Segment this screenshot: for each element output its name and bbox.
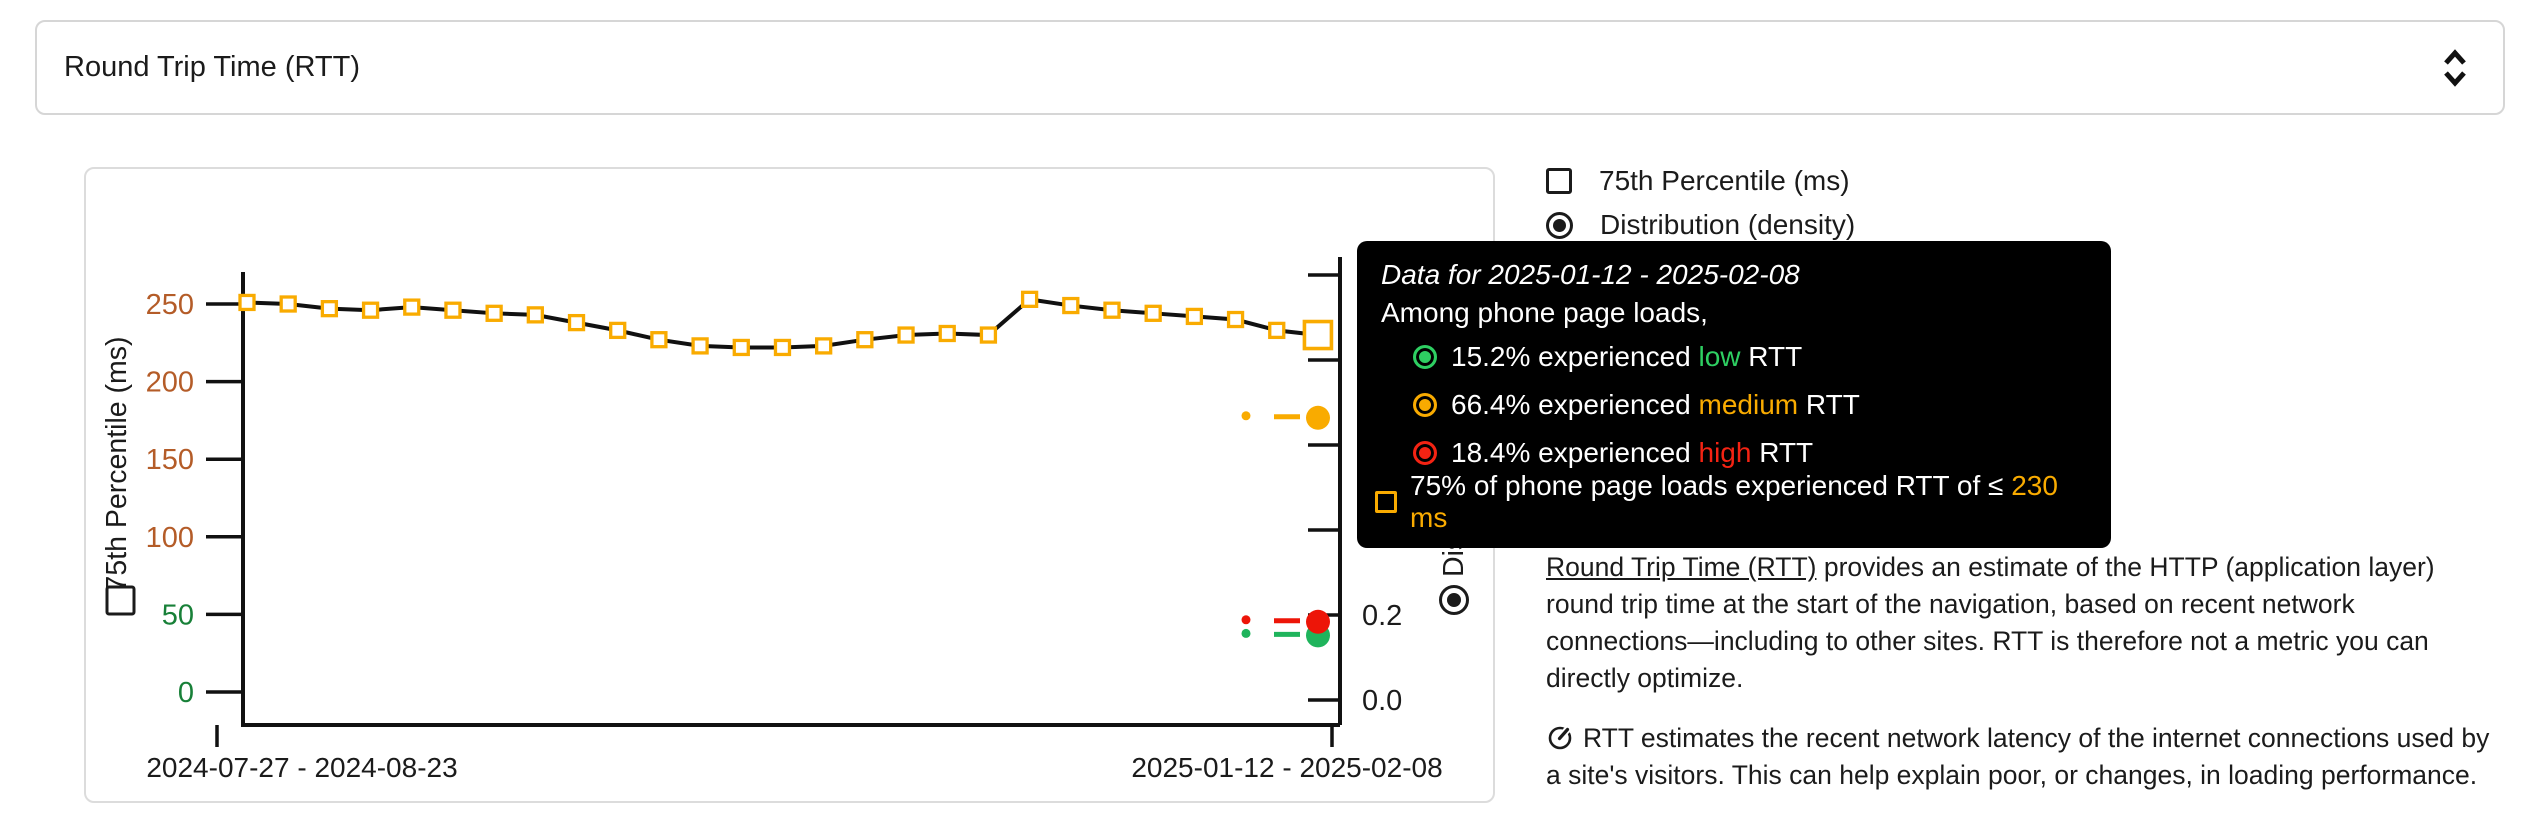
medium-rtt-marker-icon <box>1413 393 1437 417</box>
percentile-marker[interactable] <box>897 326 915 344</box>
medium-density-dot[interactable] <box>1306 405 1330 430</box>
high-rtt-marker-icon <box>1413 441 1437 465</box>
rtt-chart[interactable]: 2502001501005001.00.80.60.40.20.02024-07… <box>86 169 1493 801</box>
y-left-tick-label: 200 <box>146 367 194 399</box>
percentile-marker[interactable] <box>773 338 792 357</box>
tooltip-subtitle: Among phone page loads, <box>1381 297 1708 328</box>
tooltip-density-row: 18.4% experienced high RTT <box>1413 429 2091 477</box>
metric-select[interactable]: Round Trip Time (RTT) <box>35 20 2505 115</box>
description-paragraph-2: RTT estimates the recent network latency… <box>1546 720 2496 794</box>
y-left-tick-label: 150 <box>146 444 194 476</box>
tooltip: Data for 2025-01-12 - 2025-02-08 Among p… <box>1357 241 2111 548</box>
threshold-value: 230 ms <box>1410 470 2058 533</box>
percentile-marker[interactable] <box>1268 321 1286 340</box>
low-rtt-marker-icon <box>1413 345 1437 369</box>
percentile-marker[interactable] <box>1144 304 1162 322</box>
percentile-marker[interactable] <box>1185 307 1204 326</box>
tooltip-density-row: 66.4% experienced medium RTT <box>1413 381 2091 429</box>
x-tick-label: 2024-07-27 - 2024-08-23 <box>146 752 457 783</box>
percentile-marker[interactable] <box>691 337 709 355</box>
tooltip-title: Data for 2025-01-12 - 2025-02-08 <box>1381 259 1800 290</box>
percentile-legend-label: 75th Percentile (ms) <box>1599 165 1850 196</box>
percentile-marker[interactable] <box>1020 290 1039 308</box>
percentile-marker[interactable] <box>1226 310 1245 329</box>
y-left-tick-label: 250 <box>146 289 194 321</box>
percentile-marker[interactable] <box>485 304 503 322</box>
metric-select-value: Round Trip Time (RTT) <box>64 51 360 83</box>
high-density-dot-small <box>1241 615 1251 625</box>
y-right-tick-label: 0.2 <box>1362 600 1402 632</box>
description-p1-text: provides an estimate of the HTTP (applic… <box>1546 552 2435 693</box>
chart-card: 2502001501005001.00.80.60.40.20.02024-07… <box>84 167 1495 803</box>
y-left-tick-label: 50 <box>162 599 194 631</box>
distribution-radio[interactable] <box>1546 211 1573 239</box>
percentile-marker[interactable] <box>938 324 956 343</box>
description-p2-text: RTT estimates the recent network latency… <box>1546 723 2490 790</box>
percentile-marker[interactable] <box>361 301 380 319</box>
y-right-tick-label: 0.0 <box>1362 685 1402 717</box>
description: Round Trip Time (RTT) provides an estima… <box>1546 549 2496 794</box>
percentile-marker[interactable] <box>1103 301 1121 319</box>
y-left-tick-label: 100 <box>146 522 194 554</box>
y-left-tick-label: 0 <box>178 677 194 709</box>
percentile-marker[interactable] <box>609 321 627 340</box>
percentile-marker[interactable] <box>320 300 339 318</box>
rtt-link[interactable]: Round Trip Time (RTT) <box>1546 552 1817 582</box>
x-tick-label: 2025-01-12 - 2025-02-08 <box>1131 752 1442 783</box>
updown-chevron-icon <box>2444 48 2466 87</box>
tooltip-density-row: 15.2% experienced low RTT <box>1413 333 2091 381</box>
percentile-marker[interactable] <box>279 295 297 313</box>
percentile-marker[interactable] <box>444 301 462 319</box>
y-left-axis-checkbox[interactable] <box>105 585 136 616</box>
low-density-dot-small <box>1241 628 1251 638</box>
legend: 75th Percentile (ms) Distribution (densi… <box>1546 165 1856 240</box>
y-right-axis-radio[interactable] <box>1439 585 1469 615</box>
y-left-axis-title: 75th Percentile (ms) <box>101 336 133 591</box>
percentile-marker[interactable] <box>238 293 256 312</box>
percentile-marker[interactable] <box>815 337 833 355</box>
percentile-marker[interactable] <box>526 306 544 324</box>
percentile-marker[interactable] <box>732 338 750 357</box>
percentile-marker[interactable] <box>567 313 586 332</box>
legend-item-distribution[interactable]: Distribution (density) <box>1546 209 1856 240</box>
tooltip-density-rows: 15.2% experienced low RTT 66.4% experienc… <box>1381 333 2091 477</box>
percentile-marker[interactable] <box>979 326 998 344</box>
threshold-text: 75% of phone page loads experienced RTT … <box>1410 470 2058 533</box>
percentile-marker[interactable] <box>403 298 421 316</box>
percentile-checkbox[interactable] <box>1546 168 1572 194</box>
description-paragraph-1: Round Trip Time (RTT) provides an estima… <box>1546 549 2496 697</box>
percentile-marker[interactable] <box>1062 296 1080 315</box>
high-density-dot[interactable] <box>1306 609 1330 634</box>
percentile-marker[interactable] <box>856 331 874 349</box>
threshold-square-icon <box>1375 491 1397 513</box>
distribution-legend-label: Distribution (density) <box>1600 209 1856 240</box>
tooltip-threshold-row: 75% of phone page loads experienced RTT … <box>1375 470 2091 533</box>
percentile-marker[interactable] <box>650 331 668 349</box>
legend-item-percentile[interactable]: 75th Percentile (ms) <box>1546 165 1855 196</box>
percentile-marker-highlighted[interactable] <box>1302 319 1334 351</box>
gauge-icon <box>1548 725 1572 750</box>
medium-density-dot-small <box>1241 411 1251 421</box>
